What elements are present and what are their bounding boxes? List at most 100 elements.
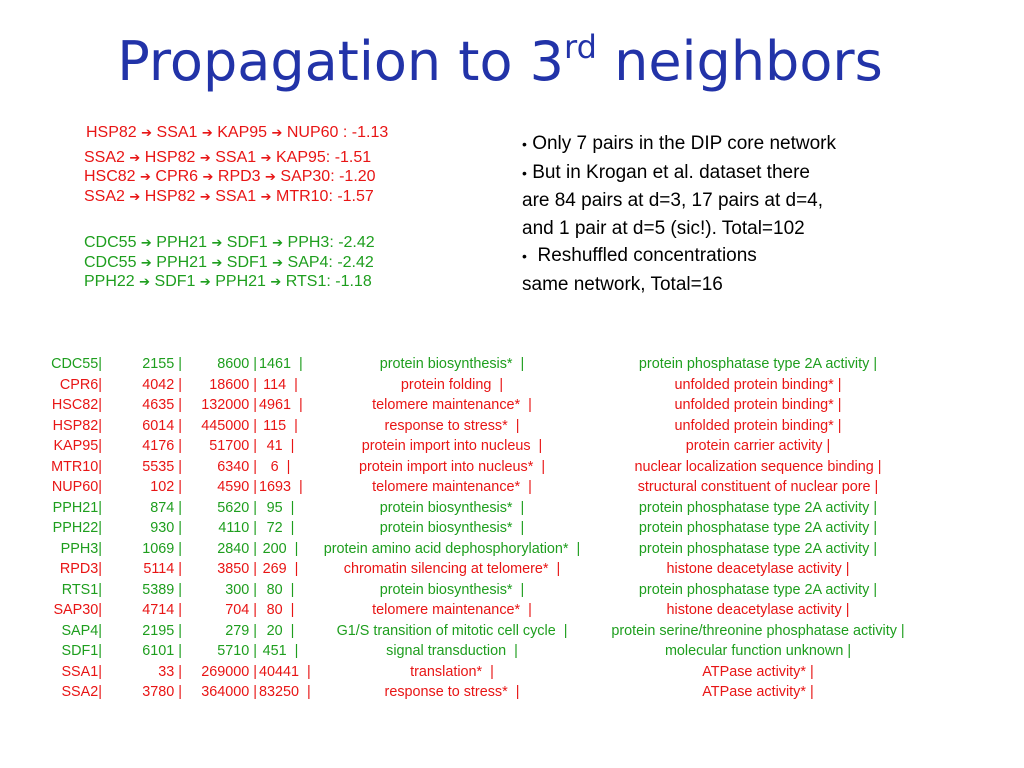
arrow-icon: ➔ — [199, 189, 211, 205]
gene-value-a: 4042 | — [142, 376, 182, 393]
arrow-icon: ➔ — [141, 125, 153, 140]
gene-value-b: 3850 | — [217, 561, 257, 577]
pathway-node: SDF1 — [154, 273, 196, 291]
arrow-icon: ➔ — [211, 254, 223, 270]
bullet-text: Only 7 pairs in the DIP core network — [532, 133, 836, 154]
pathway-node: PPH21 — [156, 253, 207, 271]
pathway-line: PPH22 ➔ SDF1 ➔ PPH21 ➔ RTS1: -1.18 — [84, 272, 375, 292]
pathway-node: NUP60 : -1.13 — [286, 124, 389, 141]
gene-value-c: 269 | — [262, 561, 299, 577]
pathway-line: SSA2 ➔ HSP82 ➔ SSA1 ➔ KAP95: -1.51 — [84, 148, 388, 168]
gene-name: SAP4| — [61, 622, 102, 639]
gene-value-b: 2840 | — [217, 540, 257, 557]
pathway-node: SSA2 — [84, 148, 125, 166]
pathway-node: RTS1: -1.18 — [285, 273, 372, 291]
pathway-node: MTR10: -1.57 — [275, 188, 374, 206]
arrow-icon: ➔ — [260, 149, 272, 165]
gene-value-c: 200 | — [262, 540, 299, 557]
gene-function: histone deacetylase activity | — [666, 561, 850, 577]
gene-value-a: 5389 | — [142, 581, 182, 598]
pathway-line: HSC82 ➔ CPR6 ➔ RPD3 ➔ SAP30: -1.20 — [84, 167, 388, 187]
gene-function: protein phosphatase type 2A activity | — [638, 356, 878, 372]
gene-value-c: 80 | — [266, 602, 295, 618]
pathway-node: SSA1 — [156, 124, 198, 141]
gene-value-b: 5710 | — [217, 643, 257, 659]
title-rest: neighbors — [596, 30, 883, 93]
gene-name: SSA1| — [61, 663, 102, 680]
gene-function: nuclear localization sequence binding | — [634, 458, 882, 475]
pathway-node: SSA2 — [84, 188, 125, 206]
gene-value-b: 51700 | — [209, 438, 257, 454]
gene-process: response to stress* | — [384, 417, 520, 434]
gene-value-a: 6101 | — [142, 643, 182, 659]
gene-value-b: 300 | — [225, 581, 257, 598]
gene-value-a: 4176 | — [142, 438, 182, 454]
gene-function: protein phosphatase type 2A activity | — [638, 581, 878, 598]
gene-value-c: 1461 | — [259, 356, 303, 372]
green-pathways: CDC55 ➔ PPH21 ➔ SDF1 ➔ PPH3: -2.42 CDC55 … — [84, 233, 375, 292]
gene-value-b: 8600 | — [217, 356, 257, 372]
arrow-icon: ➔ — [199, 274, 211, 290]
gene-process: G1/S transition of mitotic cell cycle | — [336, 622, 568, 639]
arrow-icon: ➔ — [271, 125, 283, 140]
gene-process: telomere maintenance* | — [372, 602, 532, 618]
gene-name: KAP95| — [53, 438, 102, 454]
gene-name: HSC82| — [51, 397, 102, 413]
arrow-icon: ➔ — [260, 189, 272, 205]
arrow-icon: ➔ — [140, 254, 152, 270]
red-pathways: HSP82 ➔ SSA1 ➔ KAP95 ➔ NUP60 : -1.13 SSA2… — [84, 123, 388, 207]
gene-value-c: 451 | — [262, 643, 299, 659]
gene-value-b: 279 | — [225, 622, 257, 639]
bullet-line: and 1 pair at d=5 (sic!). Total=102 — [522, 215, 836, 243]
gene-function: protein phosphatase type 2A activity | — [638, 540, 878, 557]
gene-value-c: 115 | — [263, 417, 298, 434]
slide-title: Propagation to 3rd neighbors — [0, 30, 1000, 95]
gene-value-a: 102 | — [150, 479, 182, 495]
gene-value-a: 4714 | — [142, 602, 182, 618]
pathway-node: PPH3: -2.42 — [287, 234, 375, 251]
pathway-node: HSP82 — [86, 124, 137, 141]
bullet-line: • Only 7 pairs in the DIP core network — [522, 130, 836, 159]
gene-value-a: 6014 | — [142, 417, 182, 434]
gene-name: RPD3| — [59, 561, 102, 577]
pathway-node: SDF1 — [226, 234, 268, 251]
pathway-node: SDF1 — [226, 253, 268, 271]
gene-process: protein biosynthesis* | — [379, 581, 525, 598]
gene-name: PPH3| — [60, 540, 102, 557]
gene-function: molecular function unknown | — [664, 643, 852, 659]
gene-value-a: 3780 | — [142, 684, 182, 700]
gene-process: protein biosynthesis* | — [379, 520, 525, 536]
bullet-line: are 84 pairs at d=3, 17 pairs at d=4, — [522, 187, 836, 215]
gene-value-b: 445000 | — [201, 417, 257, 434]
pathway-node: PPH21 — [215, 273, 266, 291]
gene-name: RTS1| — [61, 581, 102, 598]
pathway-node: PPH22 — [84, 273, 135, 291]
gene-value-c: 6 | — [270, 458, 291, 475]
pathway-node: SSA1 — [215, 188, 257, 206]
gene-process: protein amino acid dephosphorylation* | — [323, 540, 581, 557]
pathway-line: SSA2 ➔ HSP82 ➔ SSA1 ➔ MTR10: -1.57 — [84, 187, 388, 207]
gene-name: CDC55| — [51, 356, 102, 372]
pathway-node: KAP95 — [217, 124, 268, 141]
gene-function: histone deacetylase activity | — [666, 602, 850, 618]
bullet-text: But in Krogan et al. dataset there — [532, 161, 810, 183]
arrow-icon: ➔ — [199, 149, 211, 165]
gene-value-a: 33 | — [158, 663, 182, 680]
gene-value-c: 1693 | — [259, 479, 303, 495]
gene-value-c: 72 | — [266, 520, 295, 536]
gene-value-b: 132000 | — [201, 397, 257, 413]
gene-value-a: 5114 | — [143, 561, 182, 577]
gene-value-c: 41 | — [266, 438, 295, 454]
gene-function: structural constituent of nuclear pore | — [637, 479, 879, 495]
gene-value-a: 2195 | — [142, 622, 182, 639]
gene-function: protein serine/threonine phosphatase act… — [611, 622, 905, 639]
gene-value-b: 6340 | — [217, 458, 257, 475]
pathway-node: HSP82 — [144, 148, 196, 166]
gene-function: protein carrier activity | — [685, 438, 831, 454]
gene-process: telomere maintenance* | — [372, 397, 532, 413]
gene-value-c: 4961 | — [259, 397, 303, 413]
arrow-icon: ➔ — [129, 149, 141, 165]
arrow-icon: ➔ — [129, 189, 141, 205]
pathway-node: KAP95: -1.51 — [275, 148, 372, 166]
arrow-icon: ➔ — [139, 274, 151, 290]
